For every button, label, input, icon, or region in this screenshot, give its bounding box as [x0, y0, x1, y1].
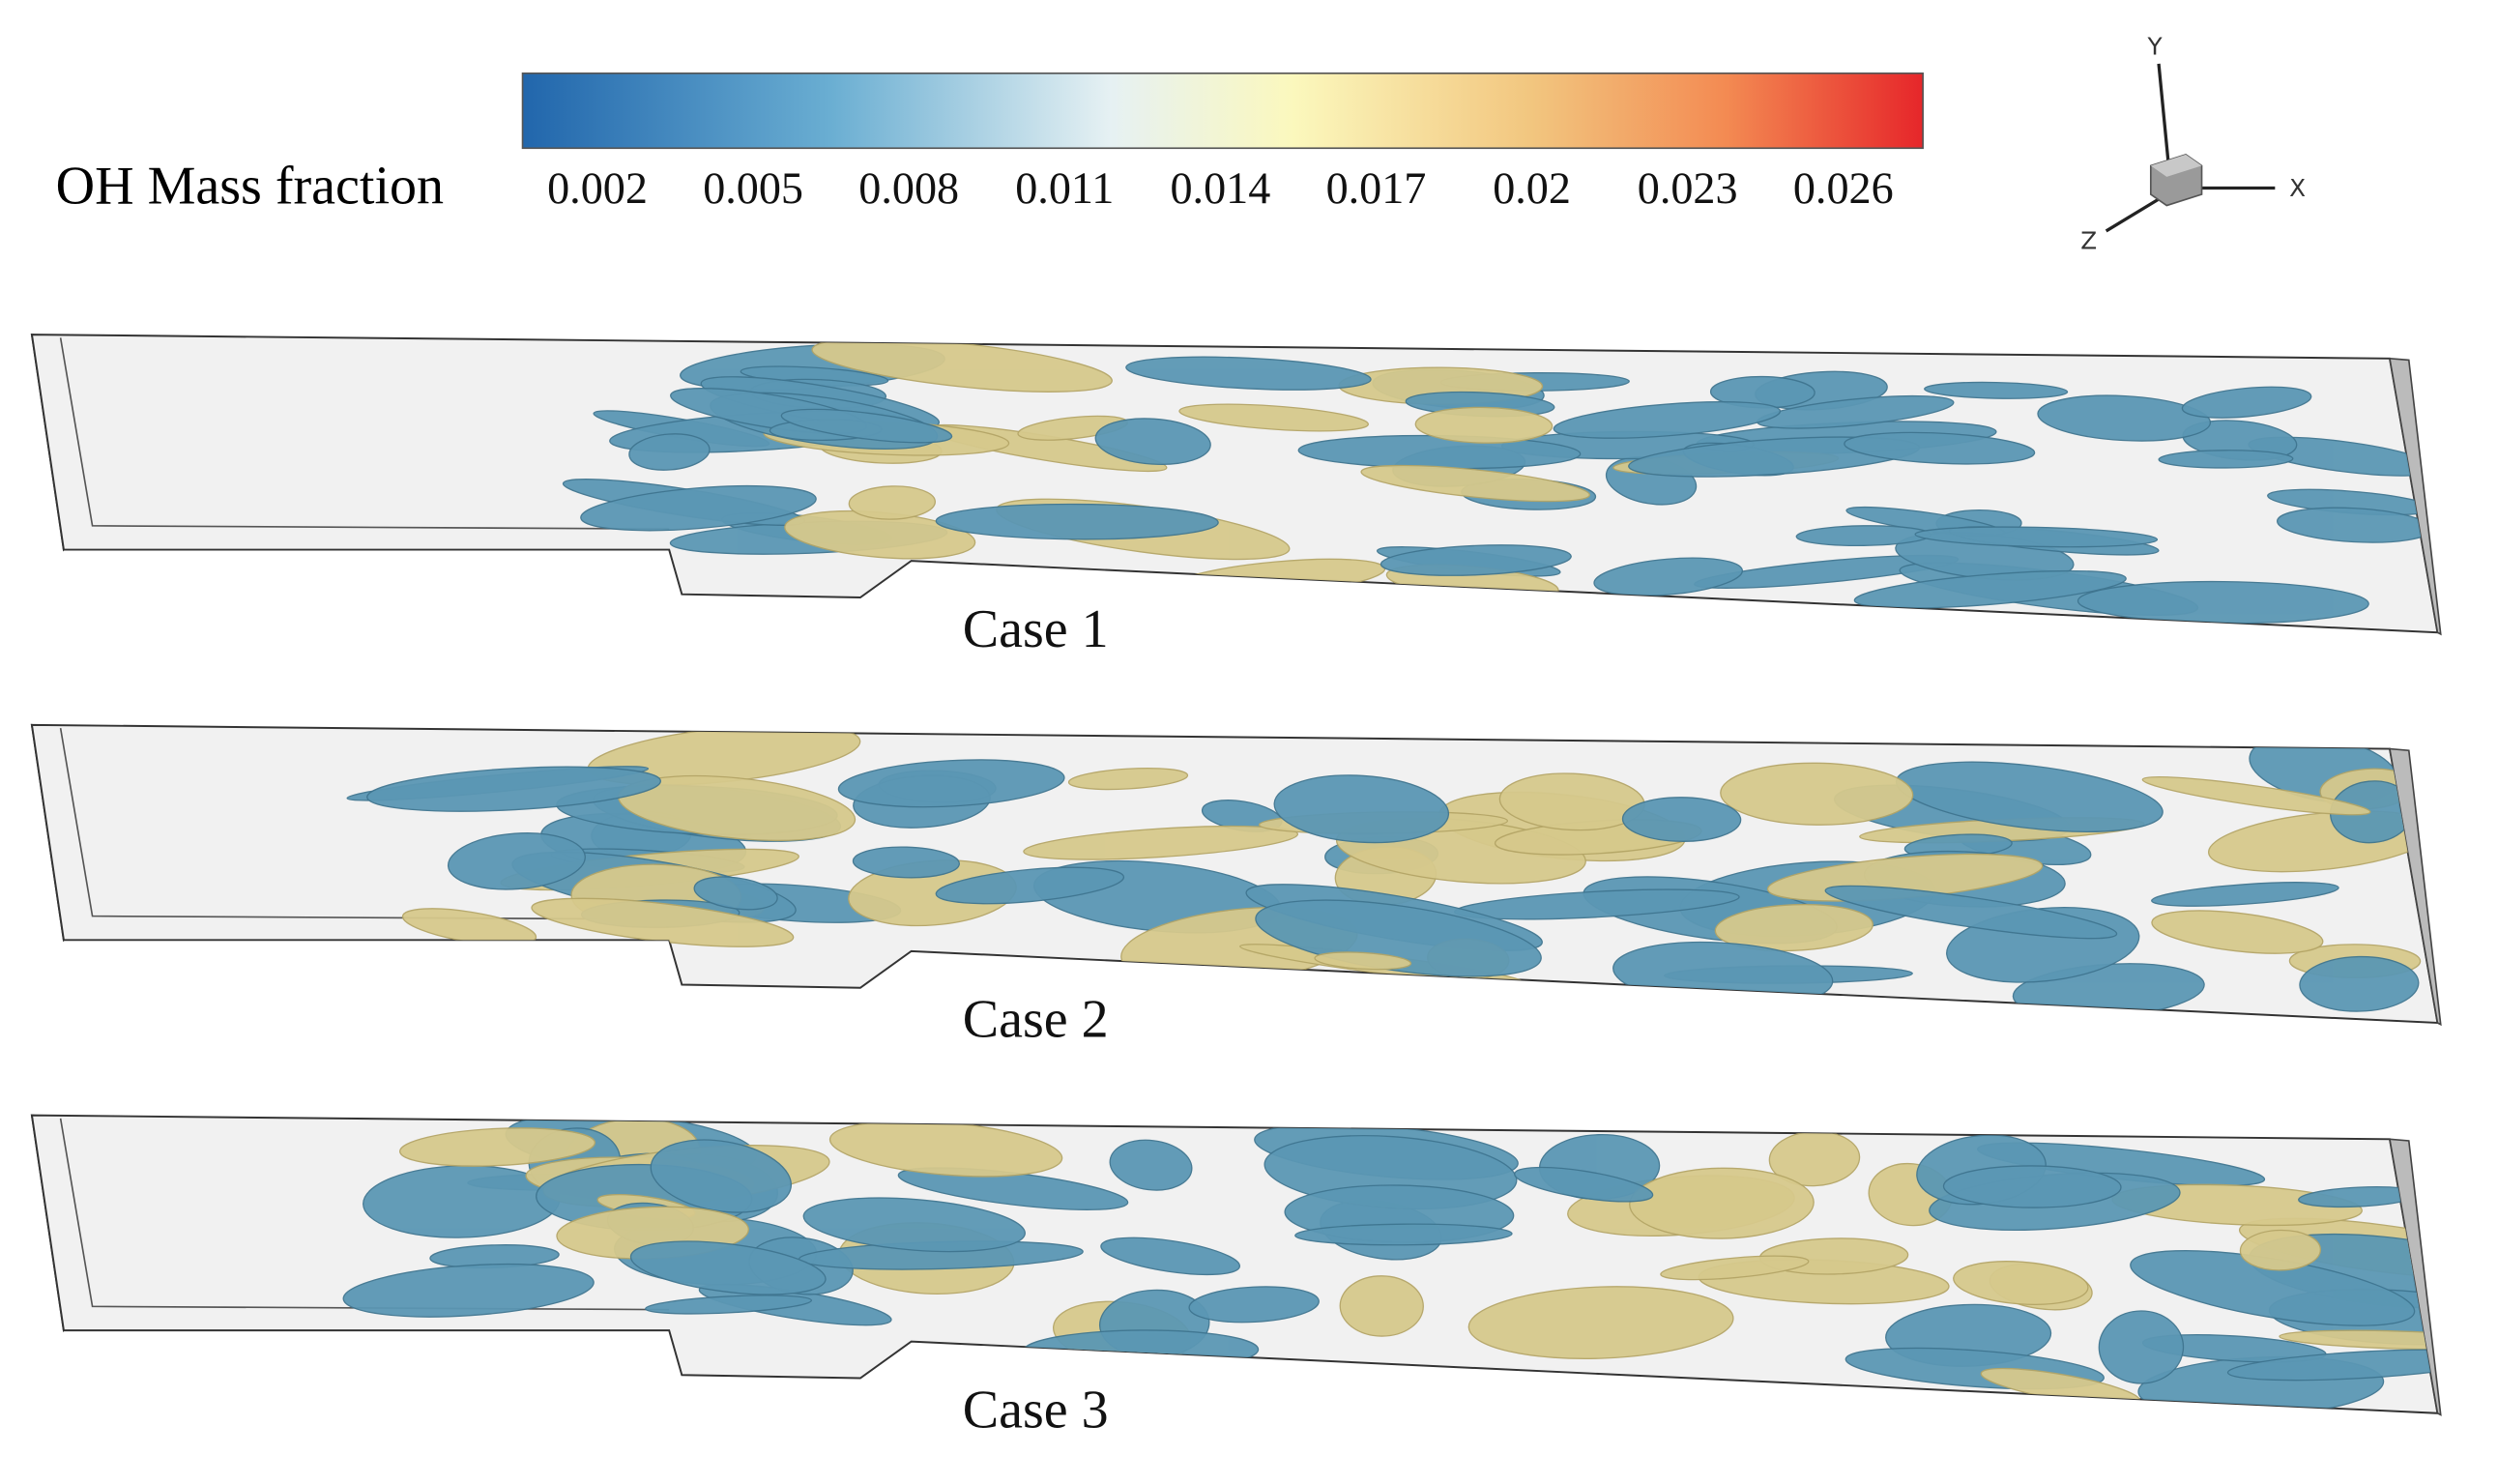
isosurface	[2226, 1349, 2438, 1382]
isosurface	[1339, 1275, 1424, 1337]
isosurface	[1720, 762, 1914, 826]
colorbar-tick-label: 0.008	[858, 163, 959, 213]
colorbar	[521, 72, 1924, 150]
isosurface	[1853, 569, 2127, 609]
isosurface	[1023, 825, 1299, 860]
isosurface	[2098, 1310, 2185, 1384]
isosurface	[837, 759, 1065, 808]
isosurface	[1924, 381, 2069, 399]
isosurface	[1273, 774, 1450, 844]
isosurface	[1067, 767, 1189, 791]
isosurface	[2037, 394, 2212, 442]
colorbar-tick-label: 0.002	[547, 163, 648, 213]
isosurface	[1593, 557, 1743, 597]
isosurface	[848, 485, 937, 520]
isosurface	[580, 484, 817, 532]
combustor-panel: Case 1	[30, 333, 2442, 659]
isosurface	[650, 1139, 793, 1213]
isosurface	[1100, 1237, 1241, 1276]
axis-label: Y	[2147, 32, 2164, 60]
case-label: Case 2	[963, 990, 1109, 1050]
isosurface	[644, 1295, 813, 1315]
isosurface	[1125, 356, 1372, 391]
axis-triad: Y X Z	[2080, 32, 2306, 254]
isosurface	[2151, 910, 2324, 954]
colorbar-tick-label: 0.02	[1493, 163, 1571, 213]
isosurface	[1314, 951, 1412, 971]
isosurface	[1514, 1166, 1654, 1203]
isosurface	[1714, 903, 1874, 952]
isosurface	[693, 876, 778, 911]
isosurface	[935, 866, 1125, 905]
isosurface	[1294, 1223, 1513, 1246]
isosurface	[852, 846, 960, 879]
isosurface	[1380, 544, 1572, 576]
isosurface	[398, 1127, 596, 1167]
colorbar-ticks: 0.002 0.005 0.008 0.011 0.014 0.017 0.02 0.023 0…	[547, 163, 1894, 213]
isosurface	[2239, 1229, 2322, 1271]
isosurface	[2299, 955, 2420, 1012]
isosurface	[802, 1197, 1026, 1253]
isosurface	[342, 1264, 595, 1318]
colorbar-label: OH Mass fraction	[56, 157, 444, 217]
isosurface	[366, 766, 661, 812]
isosurface	[1914, 526, 2159, 548]
isosurface	[780, 408, 953, 444]
axis-label: Z	[2080, 226, 2097, 254]
isosurface	[629, 1240, 827, 1295]
colorbar-tick-label: 0.014	[1170, 163, 1270, 213]
isosurface	[1844, 431, 2036, 465]
isosurface	[1255, 899, 1542, 977]
isosurface	[2141, 775, 2371, 816]
isosurface	[1953, 1261, 2089, 1306]
colorbar-tick-label: 0.011	[1015, 163, 1114, 213]
isosurfaces	[342, 1115, 2438, 1413]
isosurface	[1094, 418, 1211, 466]
colorbar-tick-label: 0.017	[1326, 163, 1427, 213]
case-label: Case 3	[963, 1380, 1109, 1440]
isosurface	[1360, 464, 1590, 503]
isosurface	[1109, 1139, 1193, 1191]
isosurface	[1824, 885, 2118, 940]
colorbar-tick-label: 0.005	[703, 163, 803, 213]
case-label: Case 1	[963, 599, 1109, 659]
isosurface	[935, 503, 1219, 540]
isosurface	[1178, 403, 1369, 432]
duct-end	[2389, 747, 2442, 1027]
figure-body: OH Mass fraction 0.002 0.005 0.008 0.011 0.0…	[30, 32, 2442, 1440]
isosurface	[447, 832, 586, 890]
combustor-panel: Case 3	[30, 1114, 2442, 1440]
isosurface	[1188, 1286, 1320, 1324]
isosurface	[1553, 401, 1782, 439]
isosurface	[1629, 1167, 1815, 1239]
duct-end	[2389, 357, 2442, 636]
isosurface	[1942, 1165, 2122, 1208]
isosurface	[1660, 1255, 1810, 1281]
isosurface	[2181, 386, 2312, 419]
combustor-panel: Case 2	[30, 723, 2442, 1050]
isosurfaces	[562, 337, 2438, 625]
isosurface	[1621, 797, 1742, 842]
isosurface	[2151, 882, 2339, 907]
duct-end	[2389, 1138, 2442, 1416]
colorbar-tick-label: 0.026	[1793, 163, 1894, 213]
isosurface	[2158, 450, 2294, 469]
isosurfaces	[346, 724, 2437, 1018]
isosurface	[628, 433, 711, 471]
panels: Case 1 Case 2 Case 3	[30, 333, 2442, 1440]
axis-label: X	[2289, 174, 2306, 202]
colorbar-tick-label: 0.023	[1638, 163, 1738, 213]
isosurface	[1467, 1286, 1734, 1359]
isosurface	[2279, 1329, 2438, 1351]
isosurface	[1414, 406, 1554, 444]
duct-edge	[59, 337, 670, 530]
